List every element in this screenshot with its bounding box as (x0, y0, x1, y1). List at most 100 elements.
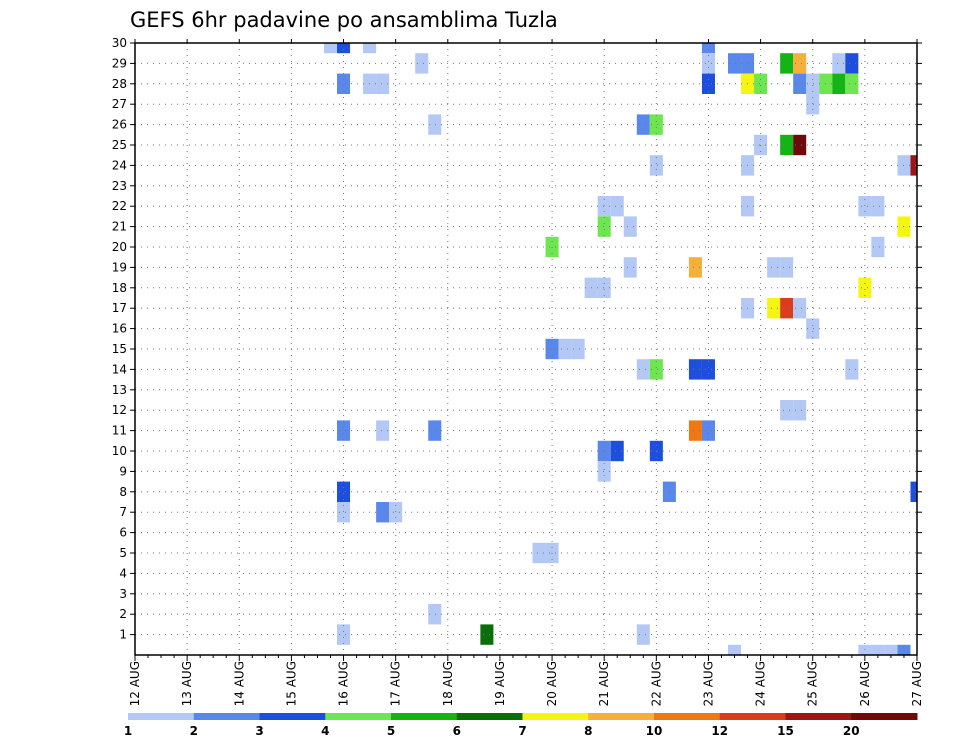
colorbar-swatch (259, 713, 326, 720)
colorbar-swatch (588, 713, 655, 720)
grid-layer (135, 42, 917, 655)
x-tick-label: 14 AUG (232, 661, 246, 706)
data-cell (845, 53, 859, 74)
data-cell (884, 644, 898, 655)
data-cell (376, 73, 390, 94)
data-cell (363, 43, 377, 54)
data-cell (793, 298, 807, 319)
data-cell (389, 502, 403, 523)
x-tick-label: 23 AUG (701, 661, 715, 706)
data-cell (376, 420, 390, 441)
data-cell (610, 440, 624, 462)
colorbar-label: 4 (321, 724, 329, 738)
data-cell (897, 644, 911, 655)
colorbar-label: 1 (124, 724, 132, 738)
y-tick-label: 2 (119, 607, 127, 621)
data-cell (832, 73, 846, 94)
data-cell (337, 624, 351, 645)
data-cell (337, 43, 351, 54)
data-cell (323, 43, 338, 54)
data-cell (428, 420, 442, 441)
y-tick-label: 25 (112, 138, 127, 152)
colorbar-swatch (391, 713, 458, 720)
colorbar-swatch (522, 713, 589, 720)
colorbar-label: 15 (777, 724, 794, 738)
data-cell (688, 420, 702, 441)
data-cell (780, 298, 794, 319)
x-tick-label: 17 AUG (389, 661, 403, 706)
data-cell (780, 257, 794, 278)
data-cell (649, 359, 663, 380)
data-cell (832, 53, 846, 74)
colorbar-label: 6 (453, 724, 461, 738)
colorbar-swatch (654, 713, 721, 720)
y-tick-label: 17 (112, 301, 127, 315)
x-tick-label: 26 AUG (858, 661, 872, 706)
colorbar-swatch (719, 713, 786, 720)
data-cell (910, 481, 917, 502)
y-tick-label: 26 (112, 118, 127, 132)
y-tick-label: 23 (112, 179, 127, 193)
data-cell (793, 73, 807, 94)
colorbar-label: 12 (711, 724, 728, 738)
colorbar-label: 7 (518, 724, 526, 738)
data-cell (636, 114, 650, 135)
y-tick-label: 22 (112, 199, 127, 213)
x-tick-label: 15 AUG (284, 661, 298, 706)
data-cell (871, 644, 885, 655)
data-cell (871, 236, 885, 258)
y-tick-label: 21 (112, 220, 127, 234)
data-cell (728, 644, 742, 655)
colorbar-layer: 1 2 3 4 5 6 7 8 10 12 15 20 (124, 713, 918, 738)
x-tick-label: 25 AUG (806, 661, 820, 706)
colorbar-label: 8 (584, 724, 592, 738)
y-tick-label: 5 (119, 546, 127, 560)
data-cell (610, 196, 624, 217)
data-cell (793, 53, 807, 74)
colorbar-label: 5 (387, 724, 395, 738)
x-tick-label: 27 AUG (910, 661, 924, 706)
colorbar-swatch (325, 713, 392, 720)
y-tick-label: 18 (112, 281, 127, 295)
data-cell (649, 155, 663, 176)
y-tick-label: 20 (112, 240, 127, 254)
colorbar-swatch (785, 713, 852, 720)
data-cell (636, 624, 650, 645)
data-cell (428, 604, 442, 625)
data-cell (337, 481, 351, 502)
data-cell (806, 73, 820, 94)
y-tick-label: 19 (112, 260, 127, 274)
data-cell (415, 53, 429, 74)
y-tick-label: 8 (119, 485, 127, 499)
x-tick-label: 21 AUG (597, 661, 611, 706)
colorbar-label: 2 (190, 724, 198, 738)
y-tick-label: 11 (112, 424, 127, 438)
y-tick-label: 15 (112, 342, 127, 356)
y-tick-label: 12 (112, 403, 127, 417)
y-tick-label: 4 (119, 566, 127, 580)
data-cell (780, 400, 794, 421)
data-cell (337, 420, 351, 441)
data-cell (767, 257, 781, 278)
data-cell (597, 277, 611, 298)
y-tick-label: 1 (119, 628, 127, 642)
data-cell (623, 257, 637, 278)
data-cell (701, 53, 715, 74)
data-cell (480, 624, 494, 645)
y-tick-label: 24 (112, 158, 127, 172)
data-cell (780, 53, 794, 74)
data-cell (806, 94, 820, 115)
data-cell (780, 134, 794, 156)
data-cell (793, 400, 807, 421)
colorbar-swatch (128, 713, 195, 720)
data-cell (623, 216, 637, 237)
data-cell (597, 216, 611, 237)
y-tick-label: 28 (112, 77, 127, 91)
y-tick-label: 9 (119, 464, 127, 478)
x-tick-label: 18 AUG (441, 661, 455, 706)
y-tick-label: 14 (112, 362, 127, 376)
data-cell (649, 114, 663, 135)
data-cell (701, 43, 715, 54)
data-cell (688, 257, 702, 278)
